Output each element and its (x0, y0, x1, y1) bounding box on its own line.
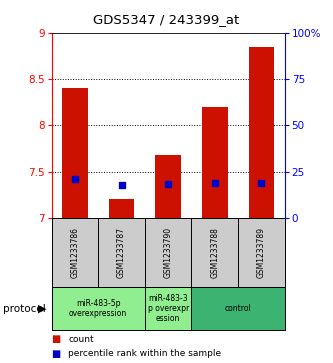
Text: percentile rank within the sample: percentile rank within the sample (68, 350, 221, 358)
Bar (109, 199, 134, 218)
Bar (52, 287, 145, 330)
Text: GSM1233786: GSM1233786 (70, 227, 80, 278)
Text: ■: ■ (52, 349, 61, 359)
Text: miR-483-5p
overexpression: miR-483-5p overexpression (69, 299, 127, 318)
Bar (248, 46, 274, 218)
Text: miR-483-3
p overexpr
ession: miR-483-3 p overexpr ession (148, 294, 189, 323)
Bar (202, 107, 227, 218)
Bar (191, 287, 285, 330)
Bar (155, 155, 181, 218)
Text: GSM1233789: GSM1233789 (257, 227, 266, 278)
Text: ■: ■ (52, 334, 61, 344)
Text: ▶: ▶ (38, 303, 47, 314)
Text: control: control (225, 304, 251, 313)
Text: GSM1233788: GSM1233788 (210, 227, 219, 278)
Text: GSM1233790: GSM1233790 (164, 227, 173, 278)
Bar (145, 287, 191, 330)
Bar (62, 88, 88, 218)
Text: count: count (68, 335, 94, 344)
Text: GDS5347 / 243399_at: GDS5347 / 243399_at (93, 13, 240, 26)
Text: GSM1233787: GSM1233787 (117, 227, 126, 278)
Text: protocol: protocol (3, 303, 46, 314)
